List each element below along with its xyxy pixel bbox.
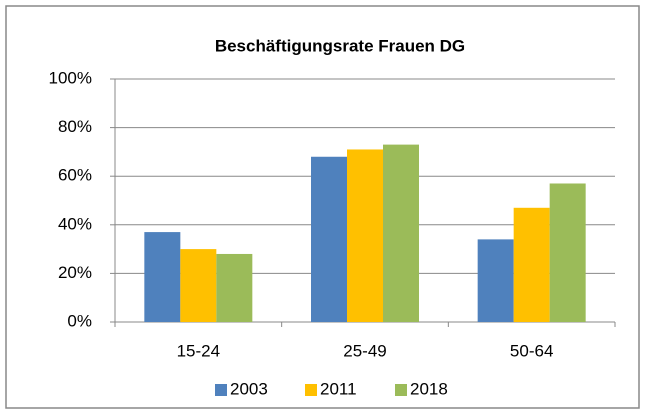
legend-swatch	[395, 384, 407, 396]
x-tick-label: 15-24	[177, 341, 220, 360]
y-tick-label: 100%	[49, 68, 92, 87]
y-tick-label: 0%	[67, 311, 92, 330]
y-tick-label: 80%	[58, 117, 92, 136]
bar	[216, 253, 253, 322]
legend-label: 2011	[320, 379, 357, 398]
legend-label: 2018	[410, 379, 448, 398]
legend-label: 2003	[230, 379, 268, 398]
legend-swatch	[215, 384, 227, 396]
y-tick-label: 40%	[58, 214, 92, 233]
chart-title: Beschäftigungsrate Frauen DG	[215, 36, 465, 55]
x-tick-label: 25-49	[343, 341, 386, 360]
legend-swatch	[305, 384, 317, 396]
y-tick-label: 60%	[58, 166, 92, 185]
bar	[311, 156, 347, 322]
bar	[144, 232, 181, 322]
bar	[477, 239, 514, 322]
x-tick-label: 50-64	[510, 341, 553, 360]
bar	[549, 183, 586, 322]
y-tick-label: 20%	[58, 263, 92, 282]
bar	[383, 144, 419, 322]
bar	[347, 149, 383, 322]
bar	[513, 207, 550, 322]
bar	[180, 249, 217, 322]
